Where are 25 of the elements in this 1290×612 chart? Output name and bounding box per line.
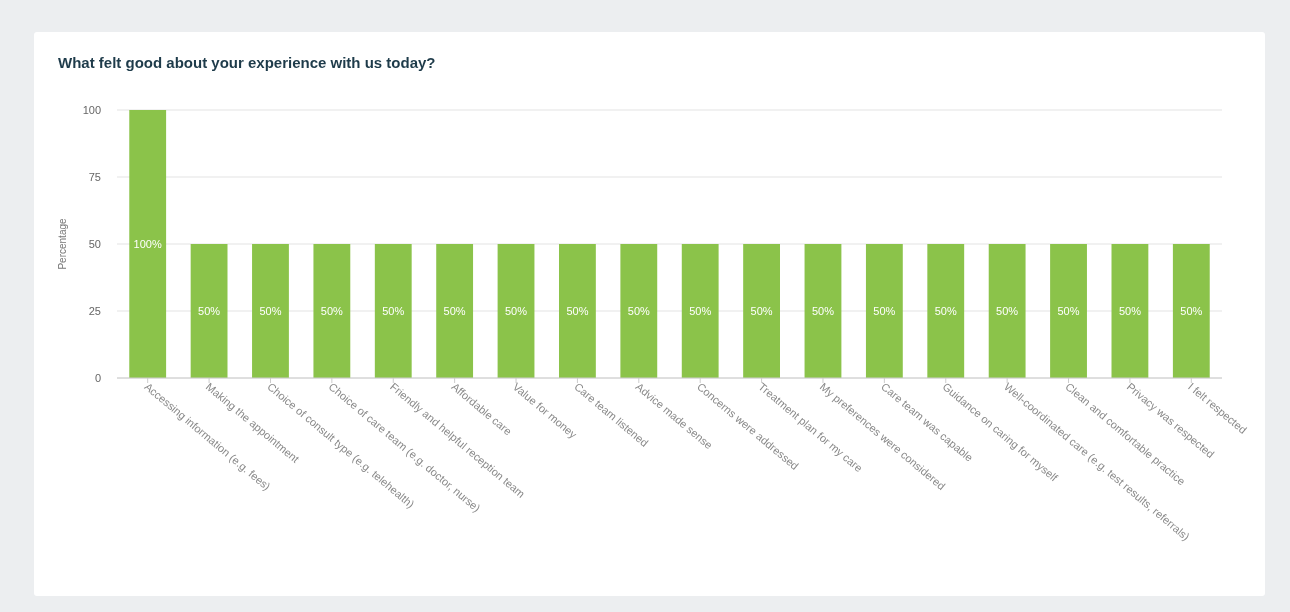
data-label: 50% [1118, 304, 1142, 317]
chart-title: What felt good about your experience with us today? [58, 54, 436, 71]
y-tick-label: 50 [88, 237, 101, 250]
data-label: 50% [1057, 304, 1080, 317]
data-label: 50% [627, 304, 651, 317]
data-label: 50% [934, 304, 957, 317]
data-label: 50% [689, 304, 712, 317]
y-tick-label: 25 [88, 304, 101, 317]
data-label: 50% [996, 304, 1019, 317]
data-label: 50% [198, 304, 221, 317]
data-label: 100% [133, 237, 162, 250]
data-label: 50% [811, 304, 835, 317]
data-label: 50% [873, 304, 896, 317]
y-tick-label: 0 [94, 371, 101, 384]
y-tick-label: 100 [82, 103, 101, 116]
data-label: 50% [750, 304, 773, 317]
data-label: 50% [320, 304, 344, 317]
y-tick-label: 75 [88, 170, 101, 183]
data-label: 50% [259, 304, 282, 317]
data-label: 50% [566, 304, 589, 317]
data-label: 50% [382, 304, 405, 317]
y-axis-title: Percentage [57, 217, 68, 270]
data-label: 50% [505, 304, 528, 317]
data-label: 50% [443, 304, 466, 317]
data-label: 50% [1180, 304, 1203, 317]
